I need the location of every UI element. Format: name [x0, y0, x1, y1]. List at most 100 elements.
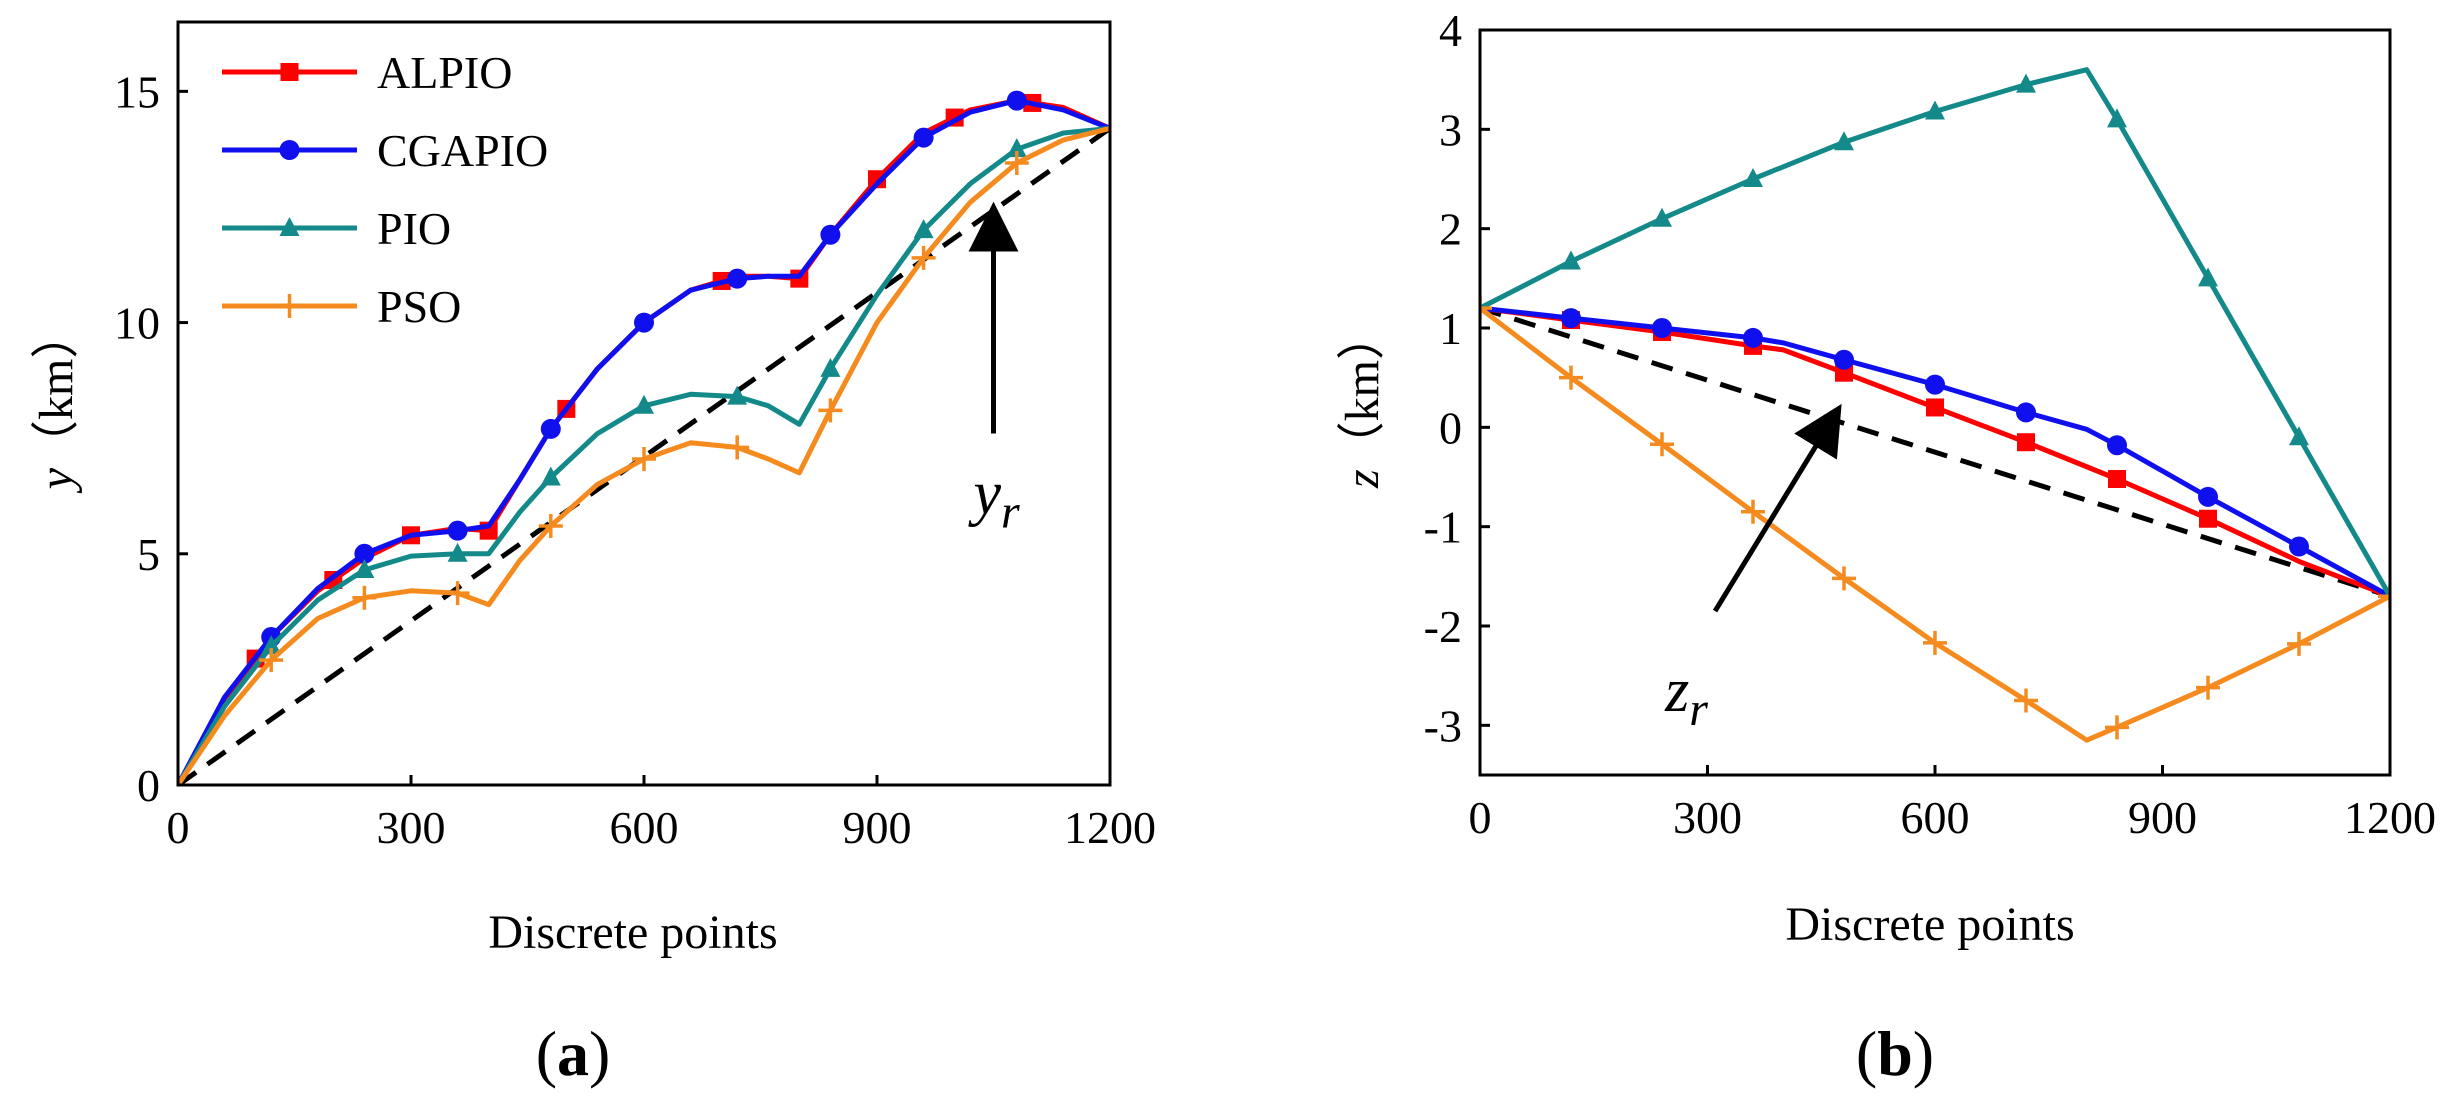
series-pso [178, 125, 1110, 785]
legend-label: PSO [377, 281, 461, 332]
x-tick-label: 1200 [1064, 802, 1156, 853]
plot-area-a [178, 90, 1110, 785]
pio-marker [2198, 267, 2218, 287]
legend-marker [280, 63, 299, 81]
plot-area-b [1480, 67, 2390, 743]
x-tick-label: 600 [1901, 792, 1970, 843]
legend-marker [279, 140, 300, 160]
series-line-alpio [1480, 305, 2390, 599]
pio-marker [1834, 131, 1854, 151]
y-tick-label: 4 [1439, 5, 1462, 56]
y-tick-label: 0 [137, 760, 160, 811]
y-tick-label: 3 [1439, 104, 1462, 155]
pso-marker [1004, 151, 1029, 176]
pio-marker [1652, 207, 1672, 227]
series-alpio [178, 93, 1110, 785]
cgapio-marker [727, 268, 748, 289]
y-tick-label: 2 [1439, 204, 1462, 255]
cgapio-marker [2107, 435, 2127, 456]
pso-marker [445, 581, 470, 606]
pso-marker [1741, 499, 1765, 524]
x-axis-label: Discrete points [488, 906, 777, 959]
legend: ALPIO CGAPIO PIO PSO [222, 47, 548, 332]
y-tick-label: -1 [1424, 502, 1462, 553]
legend-marker [279, 217, 300, 236]
series-cgapio [1480, 305, 2390, 599]
annotation-arrow [1712, 403, 1842, 613]
pso-marker [818, 398, 843, 423]
series-line-pso [1480, 306, 2390, 743]
legend-label: CGAPIO [377, 125, 548, 176]
cgapio-marker [2289, 536, 2309, 557]
pso-marker [1923, 630, 1947, 655]
cgapio-marker [820, 224, 841, 245]
pio-marker [727, 385, 748, 405]
x-tick-label: 900 [843, 802, 912, 853]
cgapio-marker [1925, 374, 1945, 395]
cgapio-marker [1006, 90, 1027, 111]
pio-marker [1006, 138, 1027, 158]
pso-marker [632, 446, 656, 471]
chart-panel-a: 0 300 600 900 1200 0 5 10 15 Discrete points y（km）… [30, 20, 1156, 1089]
pio-marker [540, 466, 561, 486]
y-tick-label: 10 [114, 298, 160, 349]
chart-panel-b: 0 300 600 900 1200 -3 -2 -1 0 1 2 3 4 Discrete points… [1336, 5, 2436, 1089]
cgapio-marker [2198, 486, 2218, 507]
series-pio [1480, 67, 2390, 598]
alpio-marker [1926, 398, 1944, 417]
pso-marker [2014, 688, 2038, 713]
series-cgapio [178, 90, 1110, 785]
pio-marker [1743, 168, 1763, 187]
pio-marker [261, 635, 282, 655]
pio-marker [1925, 100, 1945, 120]
pso-marker [2378, 584, 2390, 609]
legend-item-cgapio: CGAPIO [222, 125, 548, 176]
x-tick-label: 1200 [2344, 792, 2436, 843]
x-axis-label: Discrete points [1785, 898, 2074, 951]
cgapio-marker [913, 127, 934, 148]
series-line-pio [1480, 67, 2390, 598]
pio-marker [2289, 426, 2309, 446]
panel-caption: (a) [536, 1018, 611, 1089]
legend-item-pso: PSO [222, 281, 461, 332]
y-tick-label: -3 [1424, 700, 1462, 751]
pso-marker [352, 585, 377, 610]
annotation-label: yr [968, 460, 1021, 539]
pso-marker [1559, 365, 1583, 390]
x-tick-label: 900 [2128, 792, 2197, 843]
cgapio-marker [1652, 318, 1672, 338]
pio-marker [2107, 108, 2127, 128]
pso-marker [725, 435, 750, 460]
y-tick-label: 15 [114, 66, 160, 117]
cgapio-marker [1561, 308, 1581, 329]
alpio-marker [2108, 469, 2126, 488]
x-tick-label: 300 [377, 802, 446, 853]
pio-marker [820, 357, 841, 377]
pso-marker [538, 514, 563, 539]
alpio-marker [2199, 509, 2217, 528]
reference-line-z_r [1480, 305, 2390, 599]
y-tick-label: 0 [1439, 402, 1462, 453]
legend-marker [277, 294, 302, 318]
reference-line-y_r [178, 126, 1110, 785]
cgapio-marker [540, 418, 561, 439]
legend-label: PIO [377, 203, 451, 254]
x-tick-label: 600 [610, 802, 679, 853]
annotation-label: zr [1664, 657, 1708, 736]
pio-marker [447, 542, 468, 562]
pso-marker [1832, 566, 1856, 591]
pio-marker [354, 558, 375, 578]
pio-marker [913, 219, 934, 239]
y-axis-label: y（km） [30, 311, 83, 495]
y-axis-label: z（km） [1336, 312, 1389, 489]
pio-marker [1561, 250, 1581, 270]
legend-item-pio: PIO [222, 203, 451, 254]
x-tick-label: 0 [1469, 792, 1492, 843]
alpio-marker [2017, 433, 2035, 452]
pio-marker [634, 394, 654, 414]
pso-marker [2105, 715, 2129, 740]
pso-marker [1650, 432, 1674, 457]
cgapio-marker [447, 520, 468, 541]
y-tick-label: -2 [1424, 601, 1462, 652]
x-tick-label: 0 [167, 802, 190, 853]
